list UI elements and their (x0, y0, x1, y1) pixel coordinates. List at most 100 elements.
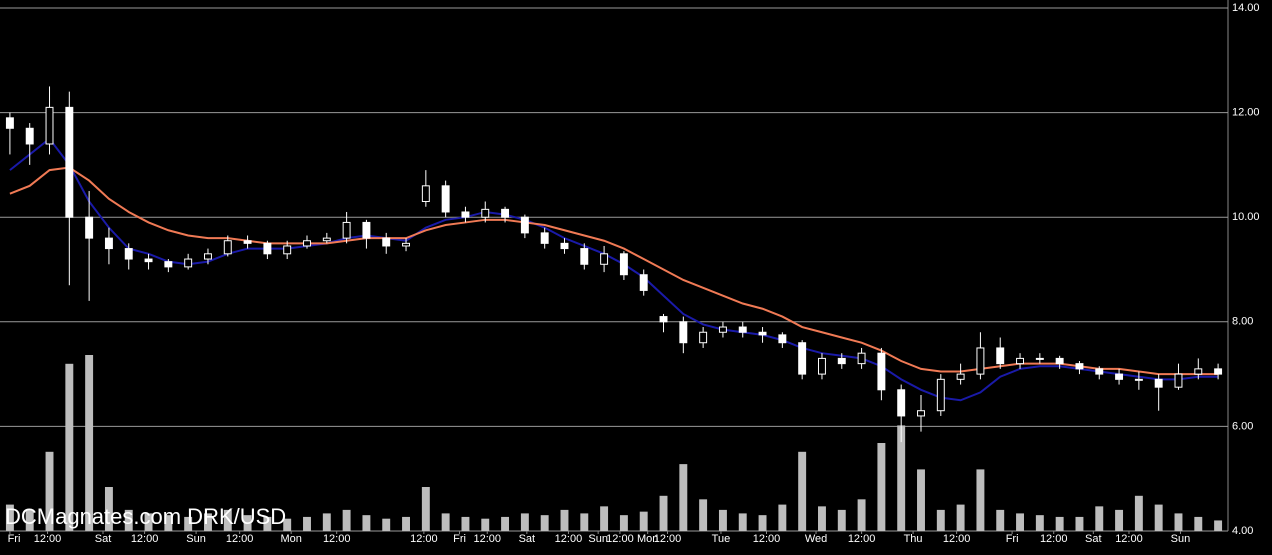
x-tick-label: Sun (588, 533, 608, 545)
candle-body (540, 232, 549, 244)
candle-body (461, 211, 470, 218)
candle-body (5, 117, 14, 129)
x-tick-label: Fri (453, 533, 466, 545)
candle-body (996, 347, 1005, 365)
x-tick-label: 12:00 (131, 533, 159, 545)
x-tick-label: 12:00 (606, 533, 634, 545)
candle-body (1214, 368, 1223, 375)
candle-body (619, 253, 628, 276)
x-tick-label: 12:00 (1115, 533, 1143, 545)
volume-bar (481, 518, 490, 531)
candle-body (243, 240, 252, 244)
candle-body (956, 373, 965, 380)
volume-bar (303, 516, 311, 531)
volume-bar (104, 487, 113, 531)
volume-bar (699, 499, 708, 531)
x-tick-label: Thu (904, 533, 923, 545)
candle-body (857, 352, 866, 365)
candle-body (45, 106, 54, 145)
volume-bar (223, 509, 232, 531)
x-tick-label: 12:00 (555, 533, 583, 545)
volume-bar (124, 509, 133, 531)
volume-bar (778, 504, 787, 531)
volume-bar (342, 509, 351, 531)
candle-body (124, 248, 133, 260)
candle-body (600, 253, 609, 265)
candle-body (897, 389, 906, 417)
volume-bar (85, 355, 94, 531)
candle-body (1194, 368, 1203, 375)
x-tick-label: 12:00 (410, 533, 438, 545)
candle-body (659, 316, 668, 323)
candle-body (144, 258, 153, 263)
candle-body (679, 321, 688, 344)
volume-bar (25, 509, 34, 531)
x-tick-label: Sat (1085, 533, 1102, 545)
candle-body (520, 216, 529, 234)
x-tick-label: Mon (637, 533, 658, 545)
candle-body (877, 352, 886, 391)
volume-bar (580, 513, 589, 531)
x-tick-label: 12:00 (473, 533, 501, 545)
x-tick-label: Wed (805, 533, 827, 545)
candle-body (184, 258, 193, 268)
volume-bar (976, 469, 985, 531)
volume-bar (1016, 513, 1024, 531)
candle-body (580, 248, 589, 265)
volume-bar (441, 513, 450, 531)
volume-bar (798, 451, 807, 531)
volume-bar (600, 506, 609, 531)
volume-bar (540, 515, 549, 531)
volume-bar (520, 513, 529, 531)
x-tick-label: Sat (519, 533, 536, 545)
volume-bar (1035, 515, 1044, 531)
volume-bar (560, 509, 569, 531)
x-tick-label: 12:00 (323, 533, 351, 545)
x-tick-label: 12:00 (848, 533, 876, 545)
candle-body (1095, 368, 1104, 375)
candle-body (1154, 378, 1163, 388)
volume-bar (501, 516, 510, 531)
candle-body (382, 237, 391, 247)
candle-body (303, 240, 311, 247)
candle-body (699, 331, 708, 344)
candle-body (441, 185, 450, 213)
candle-body (342, 221, 351, 239)
x-tick-label: 12:00 (943, 533, 971, 545)
volume-bar (461, 516, 470, 531)
x-tick-label: 12:00 (226, 533, 254, 545)
y-tick-label: 10.00 (1232, 211, 1260, 223)
volume-bar (421, 487, 430, 531)
x-tick-label: Fri (1006, 533, 1019, 545)
y-tick-label: 14.00 (1232, 2, 1260, 14)
candle-body (1075, 363, 1084, 370)
candle-body (1115, 373, 1124, 380)
x-tick-label: 12:00 (654, 533, 682, 545)
volume-bar (1075, 516, 1084, 531)
y-tick-label: 4.00 (1232, 525, 1253, 537)
volume-bar (1134, 495, 1143, 531)
candle-body (283, 245, 292, 255)
volume-bar (184, 516, 193, 531)
y-tick-label: 8.00 (1232, 316, 1253, 328)
volume-bar (936, 509, 945, 531)
volume-bar (65, 363, 74, 531)
y-tick-label: 12.00 (1232, 107, 1260, 119)
candle-body (481, 208, 490, 218)
volume-bar (1055, 516, 1064, 531)
volume-bar (45, 451, 54, 531)
volume-bar (1174, 513, 1183, 531)
moving-average (9, 137, 1219, 402)
candle-body (1134, 378, 1143, 381)
candle-body (917, 410, 925, 417)
candle-body (362, 221, 371, 239)
volume-bar (1194, 516, 1203, 531)
volume-bar (144, 513, 153, 531)
volume-bar (204, 513, 212, 531)
volume-bar (1115, 509, 1124, 531)
candle-body (936, 378, 945, 412)
candle-body (1174, 373, 1183, 388)
volume-bar (718, 509, 727, 531)
candle-body (164, 261, 173, 268)
